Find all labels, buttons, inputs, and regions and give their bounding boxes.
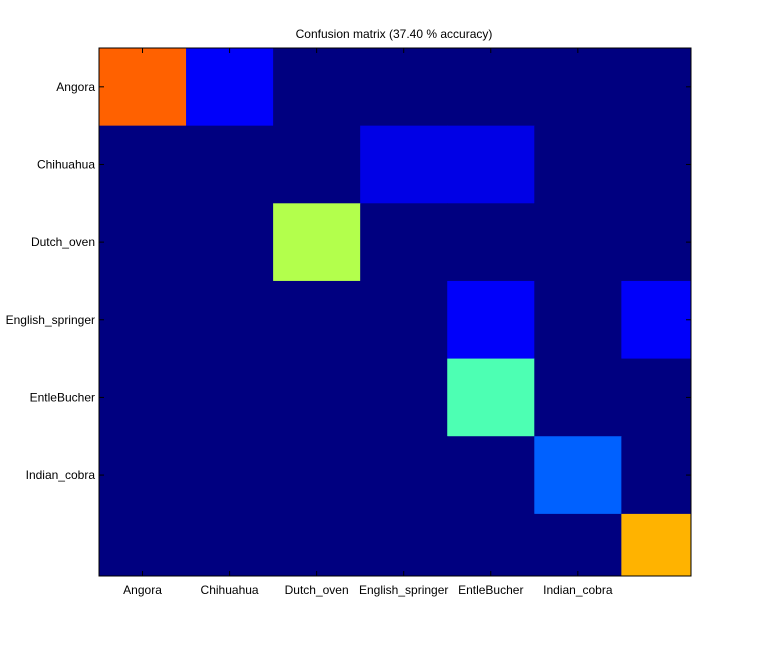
- heatmap-cell-5-1: [186, 436, 274, 515]
- heatmap-cell-5-0: [99, 436, 187, 515]
- heatmap-cell-5-2: [273, 436, 361, 515]
- x-tick-label: EntleBucher: [458, 583, 523, 597]
- heatmap-cell-2-3: [360, 203, 448, 282]
- x-tick-labels: Angora Chihuahua Dutch_oven English_springe…: [123, 583, 613, 597]
- heatmap-cell-0-2: [273, 48, 361, 127]
- x-tick-label: English_springer: [359, 583, 448, 597]
- heatmap-cell-5-4: [447, 436, 535, 515]
- y-tick-label: English_springer: [6, 313, 95, 327]
- heatmap-cell-6-6: [621, 513, 692, 577]
- heatmap-cell-0-5: [534, 48, 622, 127]
- axis-ticks: [99, 48, 691, 576]
- heatmap-cell-3-6: [621, 280, 692, 360]
- heatmap-cell-4-5: [534, 358, 622, 437]
- heatmap-cell-0-3: [360, 48, 448, 127]
- heatmap-cell-0-6: [621, 48, 692, 127]
- heatmap-cell-4-1: [186, 358, 274, 437]
- x-tick-label: Chihuahua: [201, 583, 259, 597]
- heatmap-cell-3-0: [99, 280, 187, 360]
- heatmap-cell-3-3: [360, 280, 448, 360]
- heatmap-cell-4-2: [273, 358, 361, 437]
- heatmap-cell-1-0: [99, 125, 187, 204]
- x-tick-label: Angora: [123, 583, 162, 597]
- heatmap-cell-0-1: [186, 48, 274, 127]
- heatmap-cell-1-3: [360, 125, 448, 204]
- heatmap-cell-1-6: [621, 125, 692, 204]
- heatmap-cell-6-2: [273, 513, 361, 577]
- heatmap-cell-6-3: [360, 513, 448, 577]
- y-tick-label: Dutch_oven: [31, 235, 95, 249]
- x-tick-label: Indian_cobra: [543, 583, 613, 597]
- heatmap-cell-6-4: [447, 513, 535, 577]
- heatmap-cell-1-5: [534, 125, 622, 204]
- heatmap-cell-5-3: [360, 436, 448, 515]
- heatmap-cell-4-4: [447, 358, 535, 437]
- heatmap-cell-1-2: [273, 125, 361, 204]
- heatmap-cell-3-1: [186, 280, 274, 360]
- heatmap-cells: [99, 48, 692, 577]
- heatmap-cell-1-4: [447, 125, 535, 204]
- heatmap-cell-3-2: [273, 280, 361, 360]
- y-tick-labels: Angora Chihuahua Dutch_oven English_springe…: [6, 80, 96, 482]
- heatmap-cell-2-2: [273, 203, 361, 282]
- heatmap-cell-6-1: [186, 513, 274, 577]
- heatmap-cell-2-1: [186, 203, 274, 282]
- y-tick-label: Chihuahua: [37, 157, 95, 171]
- heatmap-cell-5-6: [621, 436, 692, 515]
- heatmap-cell-4-3: [360, 358, 448, 437]
- chart-title: Confusion matrix (37.40 % accuracy): [296, 27, 493, 41]
- heatmap-cell-2-5: [534, 203, 622, 282]
- y-tick-label: Angora: [56, 80, 95, 94]
- heatmap-cell-2-4: [447, 203, 535, 282]
- heatmap-cell-1-1: [186, 125, 274, 204]
- heatmap-cell-6-5: [534, 513, 622, 577]
- heatmap-cell-0-0: [99, 48, 187, 127]
- heatmap-cell-2-0: [99, 203, 187, 282]
- heatmap-cell-6-0: [99, 513, 187, 577]
- heatmap-cell-2-6: [621, 203, 692, 282]
- x-tick-label: Dutch_oven: [285, 583, 349, 597]
- plot-frame: [98, 47, 692, 577]
- heatmap-cell-4-6: [621, 358, 692, 437]
- heatmap-cell-0-4: [447, 48, 535, 127]
- heatmap-cell-4-0: [99, 358, 187, 437]
- heatmap-cell-5-5: [534, 436, 622, 515]
- y-tick-label: Indian_cobra: [26, 468, 96, 482]
- heatmap-cell-3-4: [447, 280, 535, 360]
- y-tick-label: EntleBucher: [30, 390, 95, 404]
- heatmap-cell-3-5: [534, 280, 622, 360]
